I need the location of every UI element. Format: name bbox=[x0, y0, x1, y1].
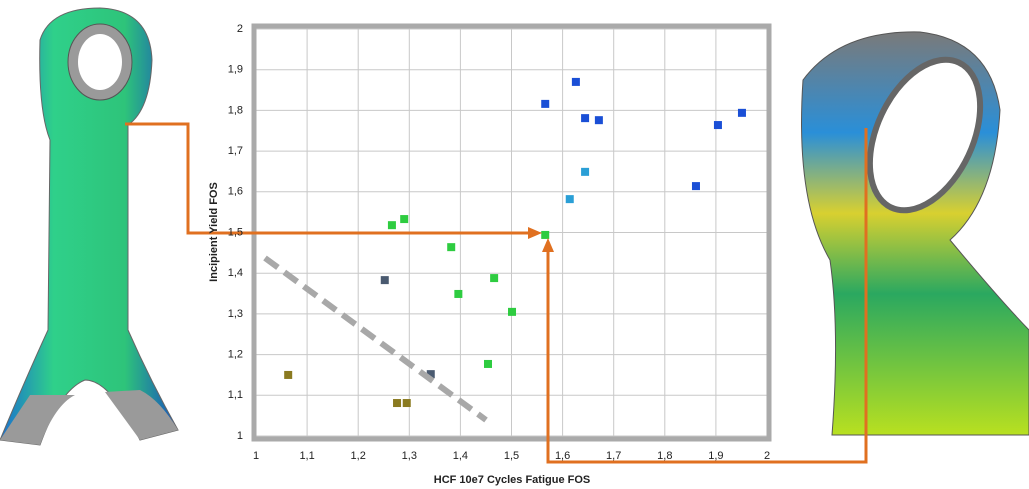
page: HCF 10e7 Cycles Fatigue FOS Incipient Yi… bbox=[0, 0, 1029, 489]
x-tick-label: 1,8 bbox=[657, 450, 672, 462]
y-tick-label: 1,4 bbox=[228, 267, 243, 279]
x-tick-label: 1,7 bbox=[606, 450, 621, 462]
point bbox=[284, 371, 292, 379]
y-tick-label: 1,6 bbox=[228, 186, 243, 198]
arrows bbox=[125, 124, 866, 462]
x-tick-label: 1,3 bbox=[402, 450, 417, 462]
y-tick-label: 1 bbox=[237, 430, 243, 442]
x-tick-label: 1,2 bbox=[351, 450, 366, 462]
x-tick-label: 1,6 bbox=[555, 450, 570, 462]
y-tick-label: 2 bbox=[237, 23, 243, 35]
x-tick-label: 1 bbox=[253, 450, 259, 462]
point bbox=[508, 308, 516, 316]
point bbox=[490, 274, 498, 282]
y-tick-label: 1,3 bbox=[228, 308, 243, 320]
chart: HCF 10e7 Cycles Fatigue FOS Incipient Yi… bbox=[0, 0, 1029, 489]
point bbox=[581, 114, 589, 122]
y-tick-label: 1,5 bbox=[228, 226, 243, 238]
y-axis-label: Incipient Yield FOS bbox=[208, 182, 220, 282]
x-tick-label: 1,5 bbox=[504, 450, 519, 462]
x-tick-label: 1,9 bbox=[708, 450, 723, 462]
mesh-image bbox=[802, 32, 1029, 435]
point bbox=[595, 116, 603, 124]
point bbox=[738, 109, 746, 117]
point bbox=[714, 121, 722, 129]
point bbox=[692, 182, 700, 190]
point bbox=[581, 168, 589, 176]
point bbox=[400, 215, 408, 223]
point bbox=[566, 195, 574, 203]
y-tick-label: 1,7 bbox=[228, 145, 243, 157]
x-tick-label: 2 bbox=[764, 450, 770, 462]
point bbox=[388, 221, 396, 229]
point bbox=[381, 276, 389, 284]
point bbox=[541, 231, 549, 239]
point bbox=[541, 100, 549, 108]
arrow-head bbox=[528, 227, 542, 239]
x-tick-label: 1,4 bbox=[453, 450, 468, 462]
x-tick-label: 1,1 bbox=[299, 450, 314, 462]
point bbox=[484, 360, 492, 368]
rod-image bbox=[0, 8, 178, 445]
arrow-head bbox=[542, 238, 554, 252]
x-axis-label: HCF 10e7 Cycles Fatigue FOS bbox=[434, 474, 591, 486]
y-tick-label: 1,8 bbox=[228, 104, 243, 116]
y-tick-label: 1,2 bbox=[228, 349, 243, 361]
y-tick-label: 1,1 bbox=[228, 389, 243, 401]
point bbox=[572, 78, 580, 86]
y-tick-label: 1,9 bbox=[228, 64, 243, 76]
point bbox=[447, 243, 455, 251]
point bbox=[393, 399, 401, 407]
point bbox=[403, 399, 411, 407]
point bbox=[454, 290, 462, 298]
